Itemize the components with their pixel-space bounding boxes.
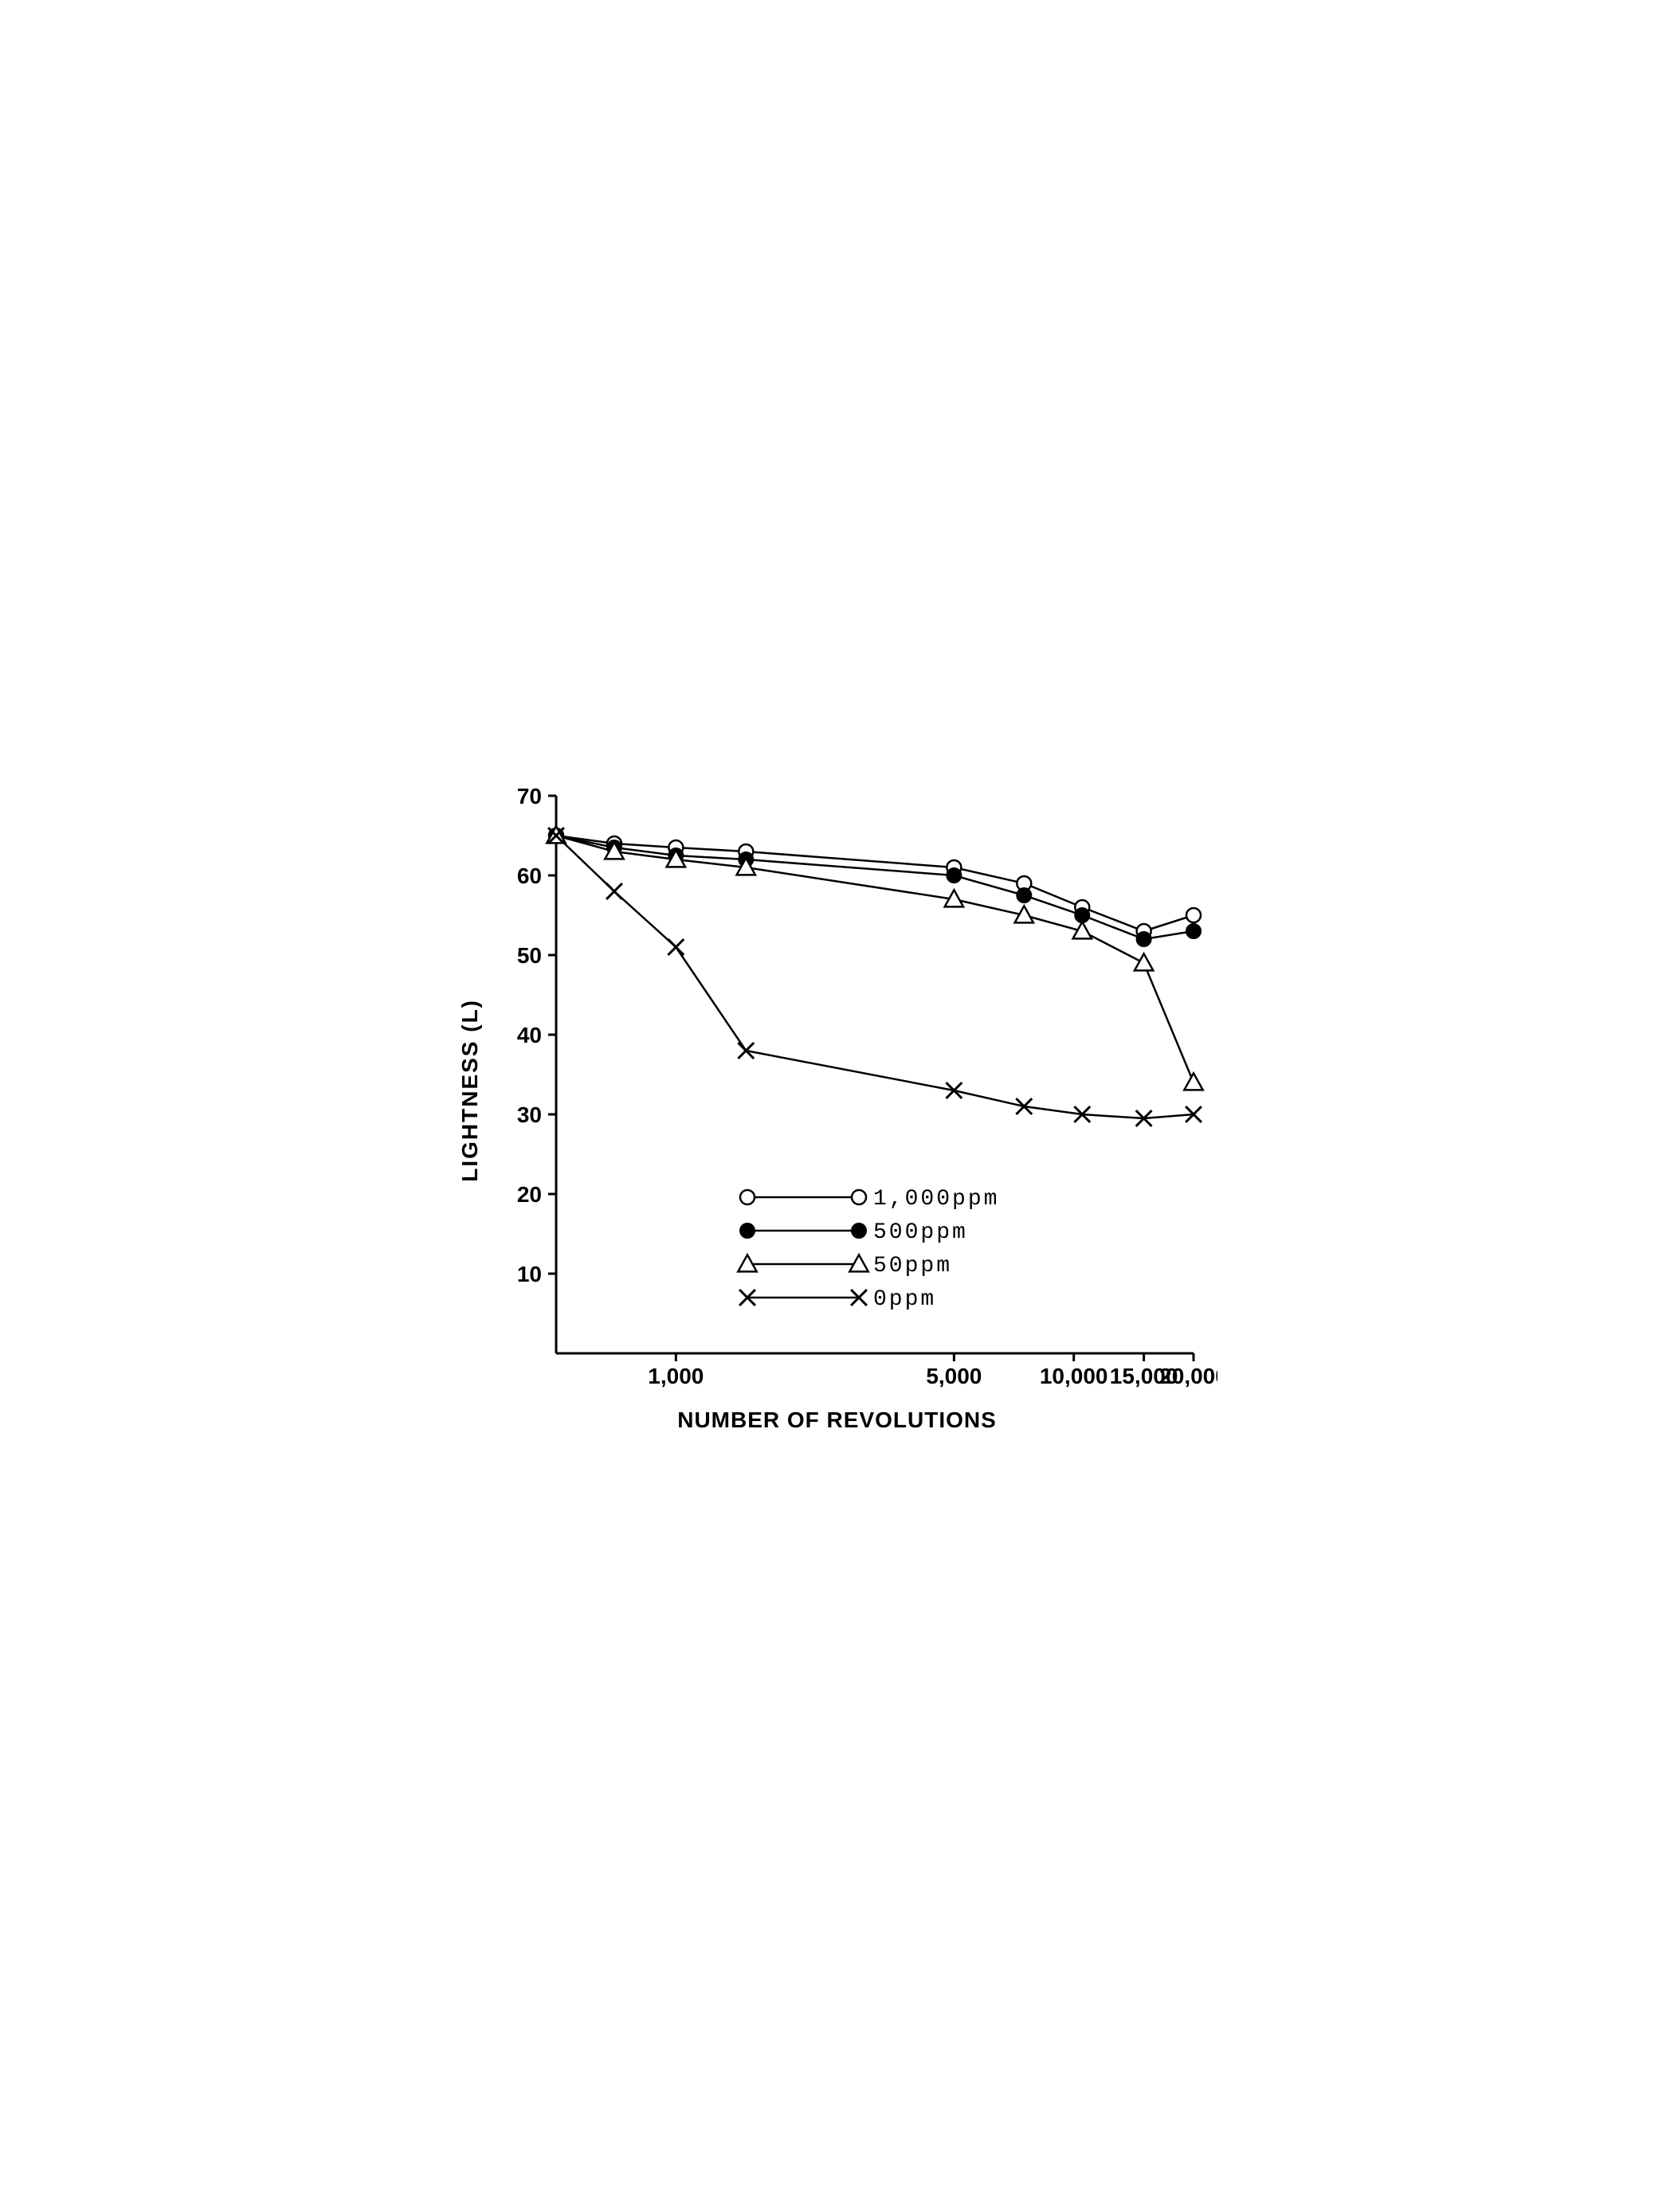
marker-filled-circle: [947, 868, 961, 883]
marker-filled-circle: [1017, 888, 1031, 902]
series-line: [556, 836, 1194, 1083]
marker-filled-circle: [740, 1223, 755, 1238]
chart-body: LIGHTNESS (L) 10 20 30 40 50 60 70 1,000 5,000 10…: [457, 780, 1217, 1401]
y-tick-label: 60: [516, 863, 541, 888]
marker-open-triangle: [1184, 1073, 1202, 1090]
marker-open-circle: [740, 1190, 755, 1204]
y-tick-label: 40: [516, 1023, 541, 1047]
y-tick-label: 30: [516, 1102, 541, 1127]
y-tick-label: 10: [516, 1262, 541, 1286]
y-axis-label: LIGHTNESS (L): [457, 999, 483, 1182]
legend: 1,000ppm 500ppm 50ppm 0ppm: [738, 1187, 999, 1312]
x-tick-label: 10,000: [1039, 1364, 1108, 1388]
x-tick-label: 5,000: [926, 1364, 982, 1388]
legend-label: 1,000ppm: [873, 1187, 999, 1212]
marker-filled-circle: [1136, 932, 1151, 946]
marker-filled-circle: [852, 1223, 866, 1238]
y-tick-label: 50: [516, 943, 541, 968]
series-s50: [547, 826, 1202, 1090]
marker-open-triangle: [1134, 953, 1152, 970]
series-line: [556, 836, 1194, 931]
marker-open-circle: [1186, 908, 1201, 922]
legend-label: 500ppm: [873, 1220, 968, 1245]
legend-label: 50ppm: [873, 1254, 952, 1278]
chart-container: LIGHTNESS (L) 10 20 30 40 50 60 70 1,000 5,000 10…: [457, 780, 1217, 1433]
legend-label: 0ppm: [873, 1287, 936, 1312]
x-tick-label: 20,000: [1159, 1364, 1217, 1388]
y-tick-label: 70: [516, 784, 541, 808]
chart-svg: 102030405060701,0005,00010,00015,00020,0…: [492, 780, 1217, 1401]
x-tick-label: 1,000: [648, 1364, 704, 1388]
marker-open-circle: [852, 1190, 866, 1204]
y-tick-label: 20: [516, 1182, 541, 1207]
marker-filled-circle: [1186, 924, 1201, 938]
series-line: [556, 836, 1194, 1118]
x-axis-label: NUMBER OF REVOLUTIONS: [677, 1407, 997, 1433]
series-s0: [548, 828, 1202, 1126]
